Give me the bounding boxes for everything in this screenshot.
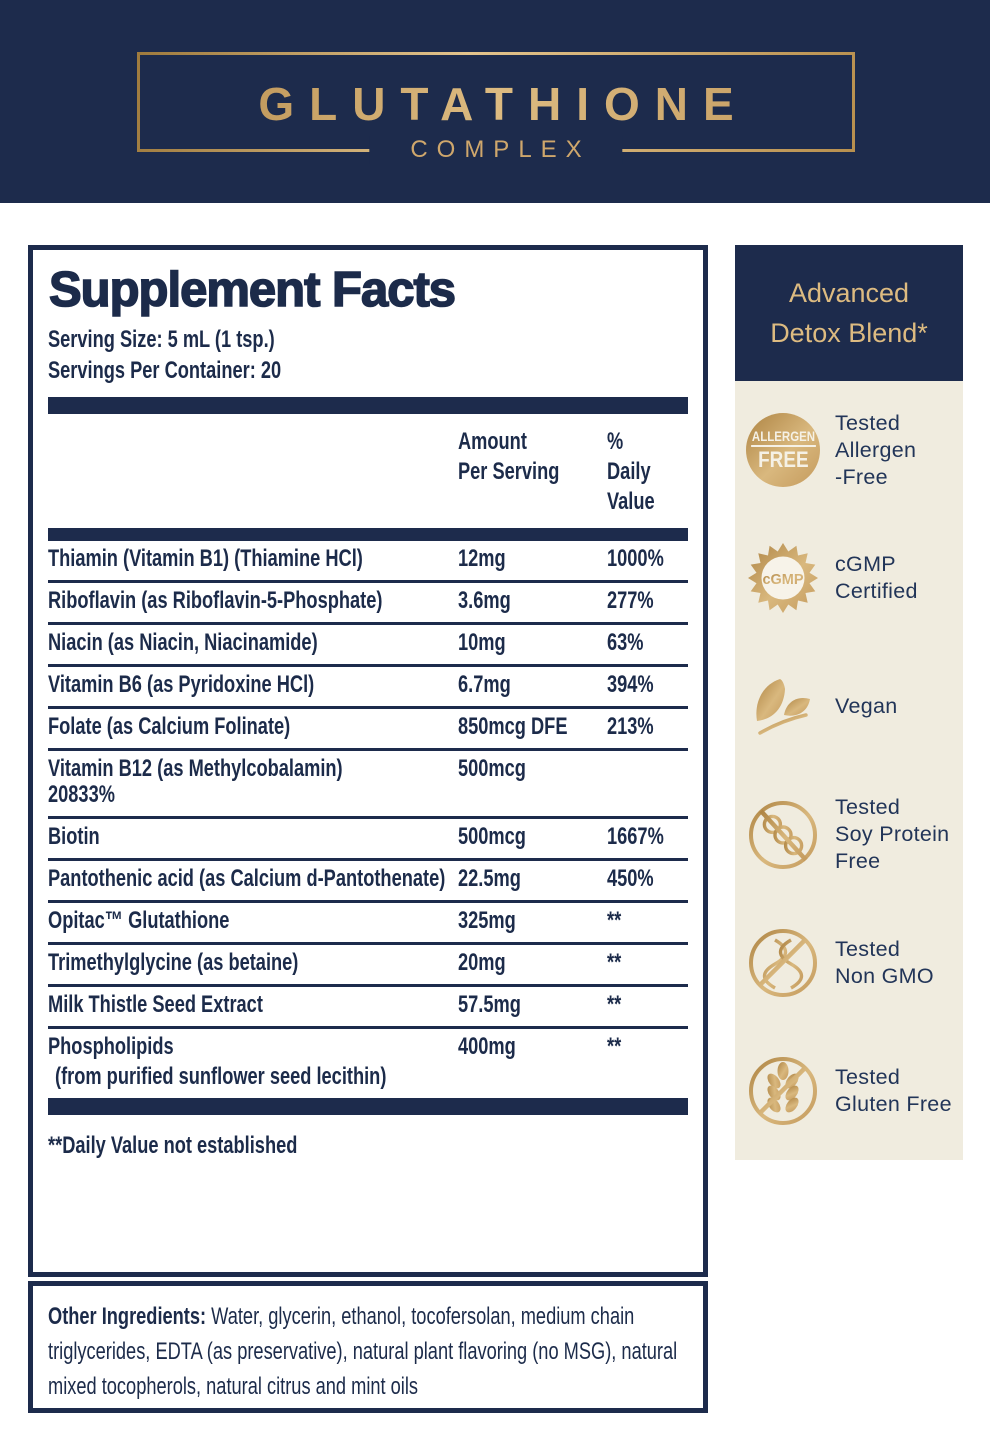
- daily-value: **: [607, 1033, 622, 1060]
- table-row: Vitamin B12 (as Methylcobalamin) 500mcg 20…: [48, 751, 688, 819]
- badge-non-gmo: Tested Non GMO: [735, 899, 963, 1027]
- badge-list: ALLERGEN FREE Tested Allergen -Free cGMP: [735, 381, 963, 1160]
- daily-value-footnote: **Daily Value not established: [48, 1132, 298, 1159]
- ingredient-name: Pantothenic acid (as Calcium d-Pantothen…: [48, 865, 446, 892]
- badge-label: Tested Gluten Free: [835, 1064, 952, 1116]
- divider-bar-top: [48, 397, 688, 414]
- daily-value: **: [607, 907, 622, 934]
- amount-per-serving: 500mcg: [458, 823, 526, 850]
- table-row: Folate (as Calcium Folinate) 850mcg DFE 21…: [48, 709, 688, 751]
- amount-per-serving: 22.5mg: [458, 865, 521, 892]
- amount-per-serving: 6.7mg: [458, 671, 511, 698]
- table-row: Trimethylglycine (as betaine) 20mg **: [48, 945, 688, 987]
- facts-rows: Thiamin (Vitamin B1) (Thiamine HCl) 12mg 1…: [48, 541, 688, 1098]
- sidebar-title: Advanced Detox Blend*: [735, 245, 963, 381]
- svg-text:cGMP: cGMP: [762, 572, 803, 588]
- daily-value: **: [607, 991, 622, 1018]
- table-row: Opitac™ Glutathione 325mg **: [48, 903, 688, 945]
- badge-label: Tested Non GMO: [835, 936, 934, 988]
- divider-bar-header: [48, 528, 688, 541]
- ingredient-name: Folate (as Calcium Folinate): [48, 713, 291, 740]
- table-header-row: Amount Per Serving % Daily Value: [48, 414, 688, 528]
- badge-cgmp: cGMP cGMP Certified: [735, 514, 963, 642]
- ingredient-name: Biotin: [48, 823, 100, 850]
- table-row: Vitamin B6 (as Pyridoxine HCl) 6.7mg 394%: [48, 667, 688, 709]
- table-row: Thiamin (Vitamin B1) (Thiamine HCl) 12mg 1…: [48, 541, 688, 583]
- brand-header: GLUTATHIONE COMPLEX: [0, 0, 990, 203]
- daily-value: **: [607, 949, 622, 976]
- daily-value: 20833%: [48, 781, 115, 808]
- ingredient-name: Milk Thistle Seed Extract: [48, 991, 263, 1018]
- daily-value: 213%: [607, 713, 654, 740]
- ingredient-name: Niacin (as Niacin, Niacinamide): [48, 629, 318, 656]
- amount-per-serving: 12mg: [458, 545, 506, 572]
- daily-value: 277%: [607, 587, 654, 614]
- divider-bar-bottom: [48, 1098, 688, 1115]
- ingredient-name: Vitamin B6 (as Pyridoxine HCl): [48, 671, 315, 698]
- ingredient-name: Riboflavin (as Riboflavin-5-Phosphate): [48, 587, 383, 614]
- no-gmo-dna-icon: [746, 926, 820, 1000]
- badge-soy-free: Tested Soy Protein Free: [735, 771, 963, 899]
- ingredient-name: Vitamin B12 (as Methylcobalamin): [48, 755, 343, 782]
- table-row: Milk Thistle Seed Extract 57.5mg **: [48, 987, 688, 1029]
- brand-subtitle: COMPLEX: [369, 136, 623, 164]
- brand-title: GLUTATHIONE: [140, 77, 852, 131]
- vegan-leaf-icon: [746, 669, 820, 743]
- supplement-facts-panel: Supplement Facts Serving Size: 5 mL (1 t…: [28, 245, 708, 1277]
- no-soy-icon: [746, 798, 820, 872]
- column-header-daily-value: % Daily Value: [607, 428, 655, 515]
- table-row: Biotin 500mcg 1667%: [48, 819, 688, 861]
- daily-value: 394%: [607, 671, 654, 698]
- daily-value: 450%: [607, 865, 654, 892]
- servings-per-container: Servings Per Container: 20: [48, 357, 282, 384]
- badge-label: cGMP Certified: [835, 552, 918, 604]
- amount-per-serving: 3.6mg: [458, 587, 511, 614]
- ingredient-name: Opitac™ Glutathione: [48, 907, 230, 934]
- badge-label: Tested Soy Protein Free: [835, 795, 950, 874]
- ingredient-name: Phospholipids: [48, 1033, 174, 1060]
- amount-per-serving: 10mg: [458, 629, 506, 656]
- table-row: Pantothenic acid (as Calcium d-Pantothen…: [48, 861, 688, 903]
- badge-vegan: Vegan: [735, 642, 963, 770]
- ingredient-name: Thiamin (Vitamin B1) (Thiamine HCl): [48, 545, 363, 572]
- brand-frame: GLUTATHIONE COMPLEX: [137, 52, 855, 164]
- daily-value: 1000%: [607, 545, 664, 572]
- amount-per-serving: 325mg: [458, 907, 516, 934]
- panel-title: Supplement Facts: [48, 262, 457, 318]
- table-row: Niacin (as Niacin, Niacinamide) 10mg 63%: [48, 625, 688, 667]
- amount-per-serving: 20mg: [458, 949, 506, 976]
- allergen-free-icon: ALLERGEN FREE: [746, 413, 820, 488]
- other-ingredients-panel: Other Ingredients: Water, glycerin, etha…: [28, 1281, 708, 1413]
- no-gluten-wheat-icon: [746, 1054, 820, 1128]
- amount-per-serving: 400mg: [458, 1033, 516, 1060]
- cgmp-seal-icon: cGMP: [746, 541, 820, 615]
- badge-label: Vegan: [835, 693, 898, 718]
- badge-allergen-free: ALLERGEN FREE Tested Allergen -Free: [735, 386, 963, 514]
- amount-per-serving: 850mcg DFE: [458, 713, 568, 740]
- column-header-amount: Amount Per Serving: [458, 428, 560, 485]
- table-row: Phospholipids 400mg ** (from purified sunfl…: [48, 1029, 688, 1098]
- other-ingredients-text: Other Ingredients: Water, glycerin, etha…: [48, 1303, 678, 1400]
- badge-label: Tested Allergen -Free: [835, 410, 917, 489]
- ingredient-name: Trimethylglycine (as betaine): [48, 949, 299, 976]
- badge-gluten-free: Tested Gluten Free: [735, 1027, 963, 1155]
- amount-per-serving: 57.5mg: [458, 991, 521, 1018]
- other-ingredients-label: Other Ingredients:: [48, 1303, 207, 1330]
- table-row: Riboflavin (as Riboflavin-5-Phosphate) 3.…: [48, 583, 688, 625]
- serving-size: Serving Size: 5 mL (1 tsp.): [48, 326, 275, 353]
- ingredient-name-subline: (from purified sunflower seed lecithin): [55, 1063, 387, 1090]
- daily-value: 1667%: [607, 823, 664, 850]
- amount-per-serving: 500mcg: [458, 755, 526, 782]
- daily-value: 63%: [607, 629, 644, 656]
